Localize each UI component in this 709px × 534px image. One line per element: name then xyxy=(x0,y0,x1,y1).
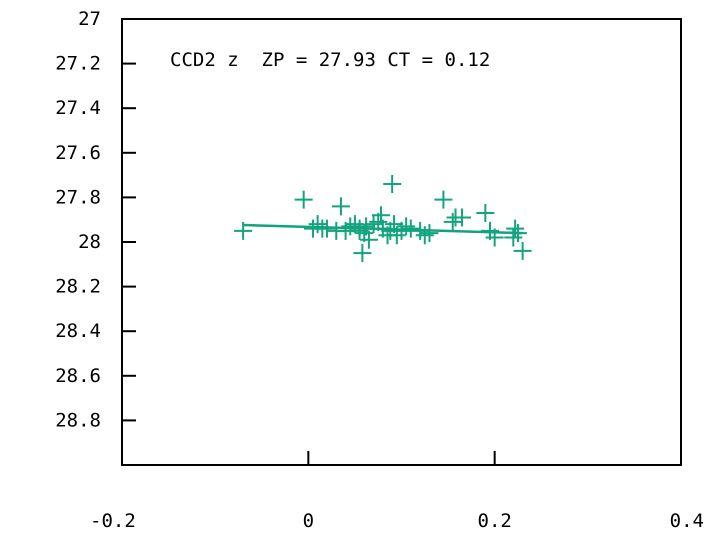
data-point xyxy=(444,213,462,231)
data-point xyxy=(309,215,327,233)
x-tick-label: 0 xyxy=(303,510,314,532)
chart-title: CCD2 z ZP = 27.93 CT = 0.12 xyxy=(170,49,490,71)
x-tick-label: -0.2 xyxy=(90,510,136,532)
data-point xyxy=(509,224,527,242)
data-point xyxy=(383,175,401,193)
y-axis: 27 27.2 27.4 27.6 27.8 28 28.2 28.4 28.6 28.8 xyxy=(55,8,136,431)
data-point xyxy=(318,220,336,238)
data-point xyxy=(506,220,524,238)
data-point xyxy=(411,222,429,240)
data-point xyxy=(397,217,415,235)
data-point xyxy=(514,242,532,260)
x-tick-label: 0.2 xyxy=(478,510,512,532)
data-point xyxy=(504,229,522,247)
x-tick-label: 0.4 xyxy=(670,510,704,532)
plot-frame xyxy=(122,19,681,465)
y-tick-label: 28 xyxy=(78,231,101,253)
x-axis: -0.2 0 0.2 0.4 xyxy=(90,451,704,532)
y-tick-label: 27 xyxy=(78,8,101,30)
y-tick-label: 27.6 xyxy=(55,142,101,164)
data-point xyxy=(434,191,452,209)
y-tick-label: 27.4 xyxy=(55,97,101,119)
data-point xyxy=(420,224,438,242)
data-point xyxy=(295,191,313,209)
y-tick-label: 28.2 xyxy=(55,276,101,298)
plot-area xyxy=(122,19,681,465)
y-tick-label: 27.8 xyxy=(55,186,101,208)
y-tick-label: 28.8 xyxy=(55,409,101,431)
data-point xyxy=(332,197,350,215)
data-point xyxy=(476,204,494,222)
y-tick-label: 28.4 xyxy=(55,320,101,342)
y-tick-label: 27.2 xyxy=(55,53,101,75)
y-tick-label: 28.6 xyxy=(55,365,101,387)
data-points xyxy=(234,175,531,262)
